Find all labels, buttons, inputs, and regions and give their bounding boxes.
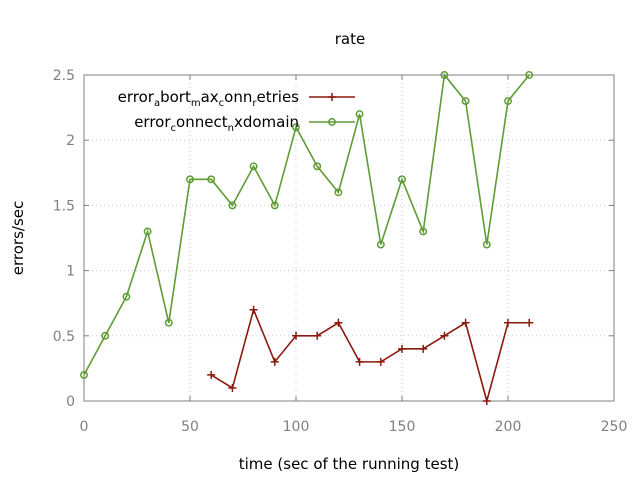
data-point <box>313 331 322 340</box>
data-point <box>80 370 88 379</box>
x-axis-ticks: 0 50 100 150 200 250 <box>80 75 628 435</box>
data-point <box>228 201 237 210</box>
y-tick-label: 1 <box>66 264 75 280</box>
data-point <box>292 123 300 132</box>
legend-label: errorconnectnxdomain <box>134 113 299 134</box>
data-point <box>334 188 343 197</box>
legend-label-part: bort <box>160 88 191 106</box>
data-point <box>122 292 131 301</box>
data-point <box>461 318 470 327</box>
data-point <box>419 344 428 353</box>
x-tick-label: 200 <box>495 419 522 435</box>
data-point <box>313 162 322 171</box>
y-tick-label: 0.5 <box>53 329 75 345</box>
legend-label: errorabortmaxconnretries <box>118 88 300 109</box>
legend: errorabortmaxconnretrieserrorconnectnxdo… <box>118 88 355 134</box>
data-point <box>355 110 364 119</box>
data-point <box>376 240 385 249</box>
x-tick-label: 100 <box>283 419 310 435</box>
data-point <box>186 175 194 184</box>
legend-label-part: xdomain <box>234 113 299 131</box>
legend-label-part: onnect <box>176 113 228 131</box>
legend-label-part: r <box>252 98 257 109</box>
data-point <box>334 318 343 327</box>
x-tick-label: 150 <box>389 419 416 435</box>
legend-label-part: n <box>228 123 234 134</box>
data-point <box>164 318 173 327</box>
data-point <box>228 383 237 392</box>
x-axis-label: time (sec of the running test) <box>239 455 460 473</box>
series-line <box>210 307 530 405</box>
data-point <box>398 175 406 184</box>
x-tick-label: 250 <box>601 419 628 435</box>
data-point <box>482 397 491 405</box>
legend-label-part: error <box>134 113 171 131</box>
legend-label-part: onn <box>224 88 252 106</box>
y-tick-label: 0 <box>66 394 75 410</box>
data-point <box>504 318 512 327</box>
data-point <box>355 357 364 366</box>
legend-label-part: error <box>118 88 155 106</box>
x-tick-label: 50 <box>181 419 199 435</box>
data-point <box>328 93 336 101</box>
data-point <box>525 318 534 327</box>
legend-label-part: m <box>191 98 201 109</box>
series <box>80 71 534 405</box>
y-tick-label: 2 <box>66 133 75 149</box>
legend-label-part: a <box>154 98 160 109</box>
data-point <box>143 227 152 236</box>
legend-label-part: c <box>219 98 225 109</box>
y-axis-label: errors/sec <box>9 201 27 275</box>
data-point <box>207 370 216 379</box>
data-point <box>270 357 279 366</box>
grid <box>84 75 614 401</box>
y-tick-label: 1.5 <box>53 198 75 214</box>
series-1 <box>207 305 534 405</box>
plot-border <box>83 74 615 402</box>
data-point <box>207 175 216 184</box>
data-point <box>270 201 279 210</box>
legend-label-part: etries <box>257 88 300 106</box>
data-point <box>292 331 300 340</box>
y-tick-label: 2.5 <box>53 68 75 84</box>
legend-label-part: c <box>171 123 177 134</box>
legend-label-part: ax <box>201 88 219 106</box>
data-point <box>440 71 449 79</box>
data-point <box>249 305 258 314</box>
legend-entry: errorconnectnxdomain <box>134 113 355 134</box>
legend-entry: errorabortmaxconnretries <box>118 88 355 109</box>
data-point <box>419 227 428 236</box>
chart-title: rate <box>335 30 365 48</box>
data-point <box>376 357 385 366</box>
series-2 <box>80 71 534 379</box>
y-axis-ticks: 0 0.5 1 1.5 2 2.5 <box>53 68 614 410</box>
data-point <box>461 97 470 106</box>
data-point <box>525 71 534 79</box>
series-line <box>83 73 530 376</box>
x-tick-label: 0 <box>80 419 89 435</box>
data-point <box>440 331 449 340</box>
data-point <box>482 240 491 249</box>
data-point <box>249 162 258 171</box>
data-point <box>328 118 336 126</box>
data-point <box>101 331 110 340</box>
data-point <box>504 97 512 106</box>
data-point <box>398 344 406 353</box>
